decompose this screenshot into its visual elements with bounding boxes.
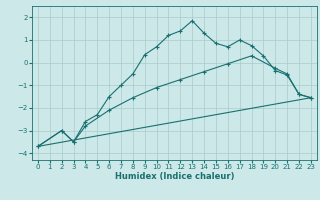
X-axis label: Humidex (Indice chaleur): Humidex (Indice chaleur) <box>115 172 234 181</box>
